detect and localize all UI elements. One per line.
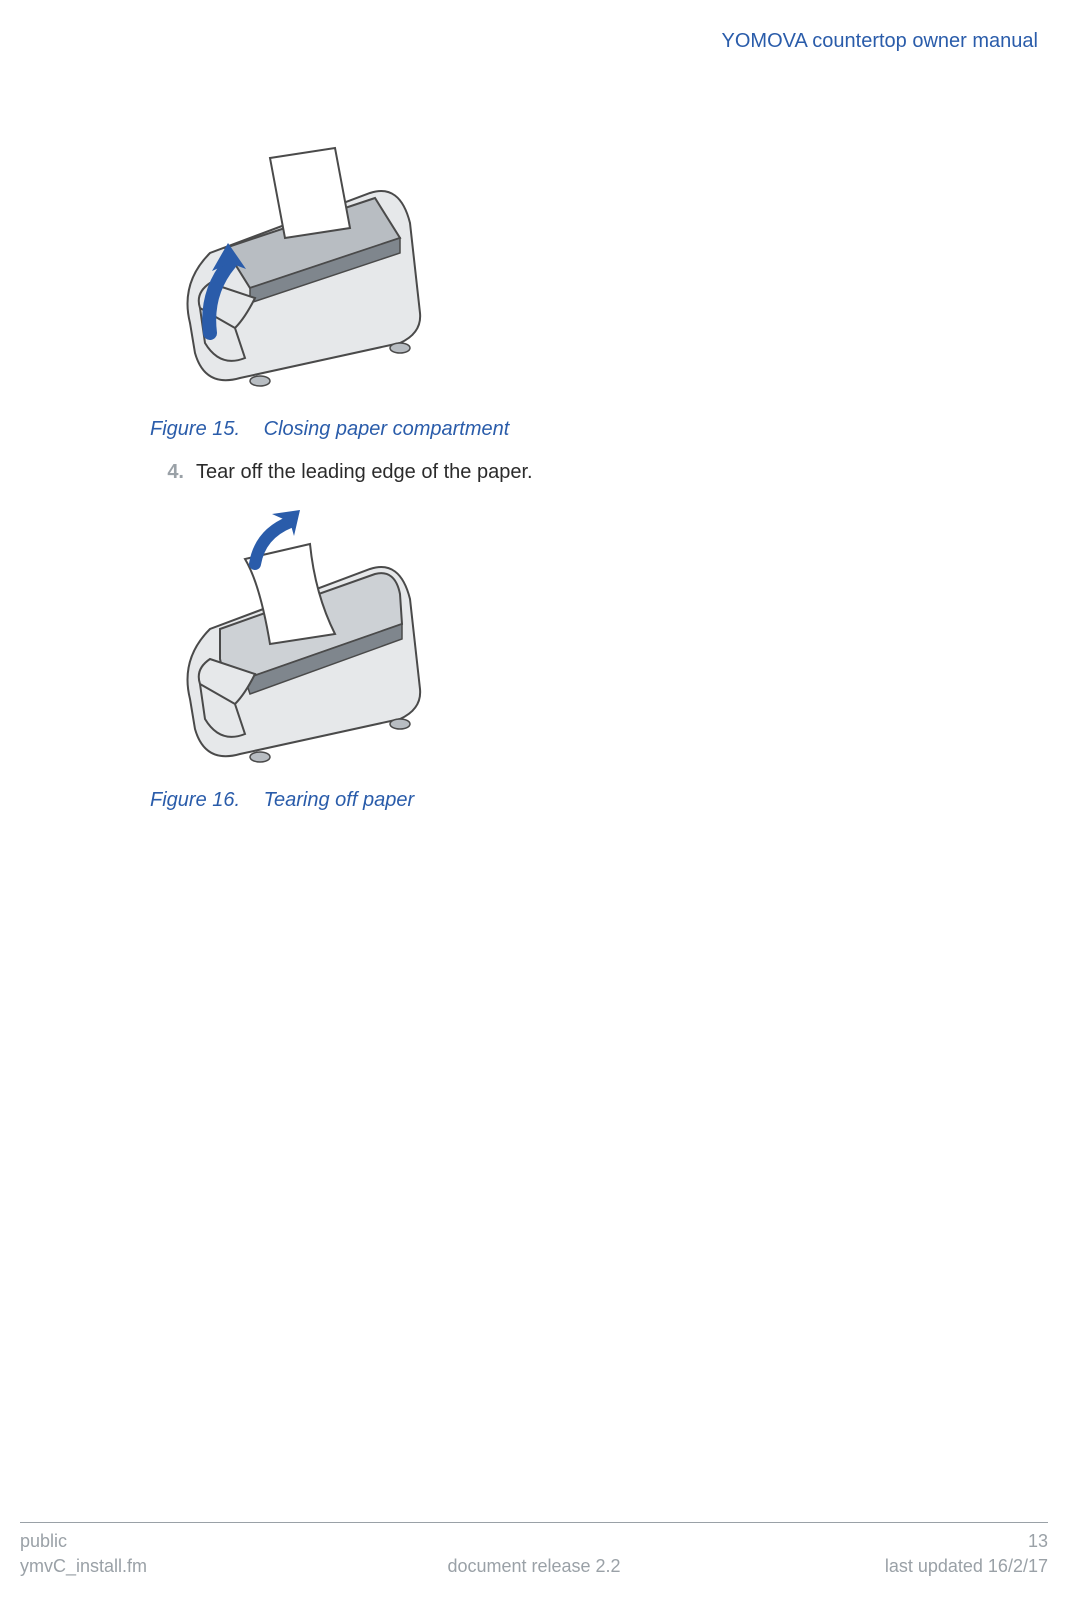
figure-16-text: Tearing off paper [264,789,414,811]
header-title: YOMOVA countertop owner manual [20,30,1048,53]
step-4: 4. Tear off the leading edge of the pape… [150,461,910,484]
footer-classification: public [20,1529,359,1554]
page-content: Figure 15. Closing paper compartment 4. … [150,143,910,812]
manual-page: YOMOVA countertop owner manual [0,0,1068,1609]
footer-rule [20,1522,1048,1523]
footer-filename: ymvC_install.fm [20,1554,359,1579]
step-4-text: Tear off the leading edge of the paper. [196,461,533,484]
footer-row-2: ymvC_install.fm document release 2.2 las… [20,1554,1048,1579]
figure-15-illustration [150,143,450,403]
figure-16-caption: Figure 16. Tearing off paper [150,789,910,812]
figure-16 [150,504,910,774]
figure-15 [150,143,910,403]
figure-15-text: Closing paper compartment [264,418,510,440]
footer-updated: last updated 16/2/17 [709,1554,1048,1579]
figure-15-caption: Figure 15. Closing paper compartment [150,418,910,441]
figure-15-number: Figure 15. [150,418,240,440]
footer-row1-mid [364,1529,703,1554]
footer-release: document release 2.2 [364,1554,703,1579]
footer-page-number: 13 [709,1529,1048,1554]
footer-row-1: public 13 [20,1529,1048,1554]
page-footer: public 13 ymvC_install.fm document relea… [20,1522,1048,1579]
figure-16-illustration [150,504,450,774]
step-4-number: 4. [150,461,184,484]
figure-16-number: Figure 16. [150,789,240,811]
